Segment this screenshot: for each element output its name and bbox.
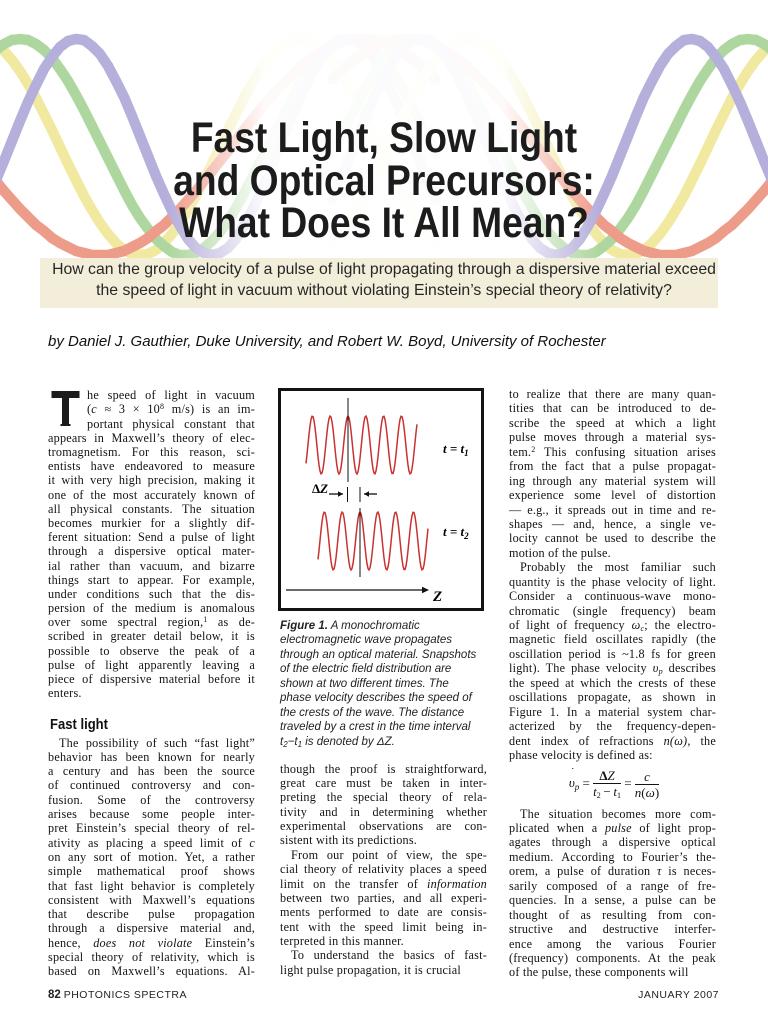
svg-text:t = t2: t = t2 xyxy=(443,524,469,541)
svg-text:t = t1: t = t1 xyxy=(443,441,469,458)
svg-text:ΔZ: ΔZ xyxy=(312,481,328,496)
svg-text:Z: Z xyxy=(432,589,442,605)
